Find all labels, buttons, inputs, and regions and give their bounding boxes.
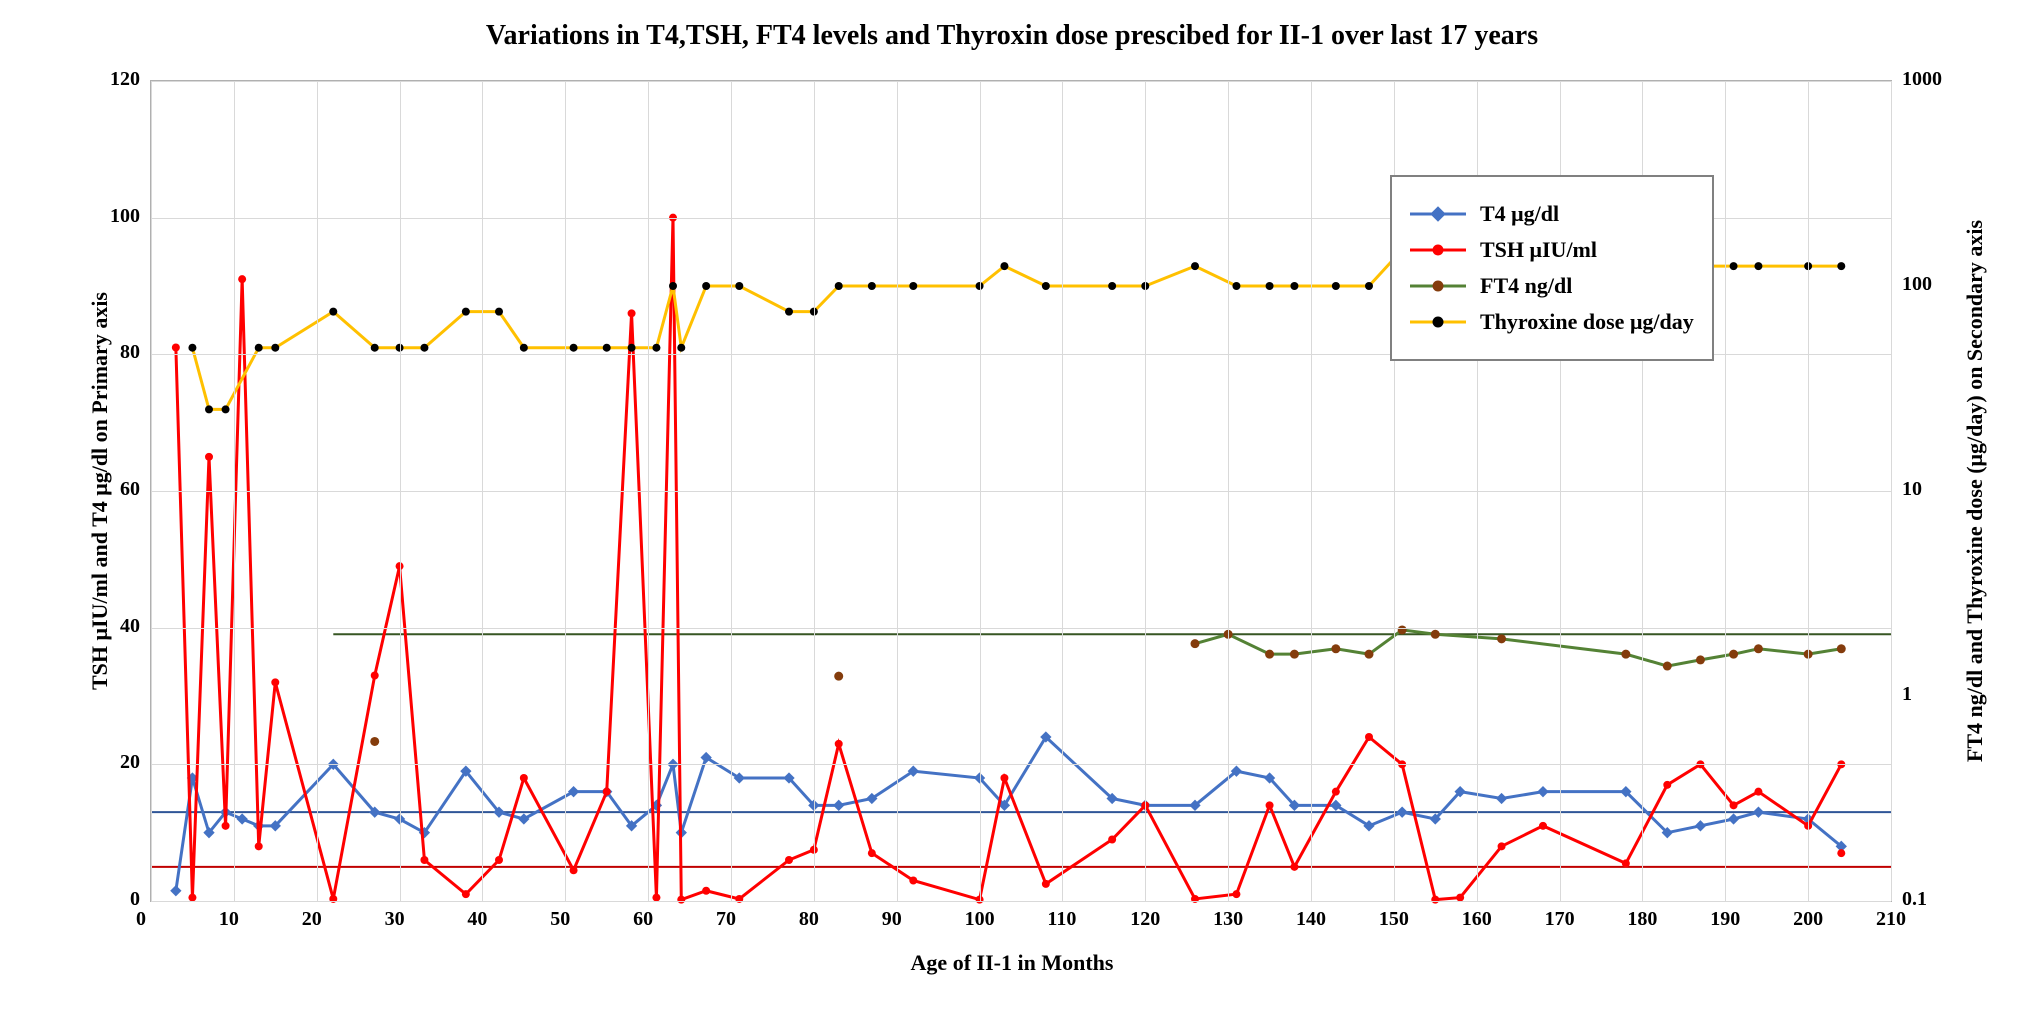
legend-swatch <box>1410 313 1466 331</box>
x-tick-label: 200 <box>1793 908 1823 931</box>
y2-tick-label: 1 <box>1902 683 1912 706</box>
x-tick-label: 190 <box>1710 908 1740 931</box>
x-tick-label: 110 <box>1047 908 1076 931</box>
x-tick-label: 20 <box>302 908 322 931</box>
legend-swatch <box>1410 277 1466 295</box>
legend-item: T4 μg/dl <box>1410 201 1694 227</box>
x-tick-label: 70 <box>716 908 736 931</box>
legend-item: Thyroxine dose μg/day <box>1410 309 1694 335</box>
legend-label: TSH μIU/ml <box>1480 237 1597 263</box>
x-tick-label: 140 <box>1296 908 1326 931</box>
x-tick-label: 180 <box>1627 908 1657 931</box>
x-tick-label: 130 <box>1213 908 1243 931</box>
y2-tick-label: 0.1 <box>1902 888 1927 911</box>
y1-axis-label: TSH μIU/ml and T4 μg/dl on Primary axis <box>87 241 113 741</box>
x-tick-label: 60 <box>633 908 653 931</box>
x-tick-label: 40 <box>467 908 487 931</box>
x-tick-label: 10 <box>219 908 239 931</box>
x-tick-label: 90 <box>882 908 902 931</box>
y1-tick-label: 60 <box>120 478 140 501</box>
y1-tick-label: 120 <box>110 68 140 91</box>
y2-tick-label: 1000 <box>1902 68 1942 91</box>
x-tick-label: 100 <box>965 908 995 931</box>
legend: T4 μg/dl TSH μIU/ml FT4 ng/dl Thyroxine dos… <box>1390 175 1714 361</box>
y1-tick-label: 40 <box>120 615 140 638</box>
legend-swatch <box>1410 241 1466 259</box>
y1-tick-label: 100 <box>110 205 140 228</box>
chart-title: Variations in T4,TSH, FT4 levels and Thy… <box>20 20 2004 52</box>
x-tick-label: 80 <box>799 908 819 931</box>
x-axis-label: Age of II-1 in Months <box>20 950 2004 976</box>
y2-tick-label: 10 <box>1902 478 1922 501</box>
chart-container: Variations in T4,TSH, FT4 levels and Thy… <box>20 20 2004 1015</box>
legend-label: FT4 ng/dl <box>1480 273 1572 299</box>
legend-label: Thyroxine dose μg/day <box>1480 309 1694 335</box>
y1-tick-label: 80 <box>120 341 140 364</box>
legend-swatch <box>1410 205 1466 223</box>
y1-tick-label: 20 <box>120 751 140 774</box>
x-tick-label: 30 <box>385 908 405 931</box>
x-tick-label: 0 <box>136 908 146 931</box>
legend-item: FT4 ng/dl <box>1410 273 1694 299</box>
x-tick-label: 210 <box>1876 908 1906 931</box>
x-tick-label: 170 <box>1545 908 1575 931</box>
y2-tick-label: 100 <box>1902 273 1932 296</box>
y1-tick-label: 0 <box>130 888 140 911</box>
y2-axis-label: FT4 ng/dl and Thyroxine dose (μg/day) on… <box>1962 181 1988 801</box>
x-tick-label: 120 <box>1130 908 1160 931</box>
x-tick-label: 150 <box>1379 908 1409 931</box>
x-tick-label: 50 <box>550 908 570 931</box>
legend-label: T4 μg/dl <box>1480 201 1559 227</box>
x-tick-label: 160 <box>1462 908 1492 931</box>
legend-item: TSH μIU/ml <box>1410 237 1694 263</box>
